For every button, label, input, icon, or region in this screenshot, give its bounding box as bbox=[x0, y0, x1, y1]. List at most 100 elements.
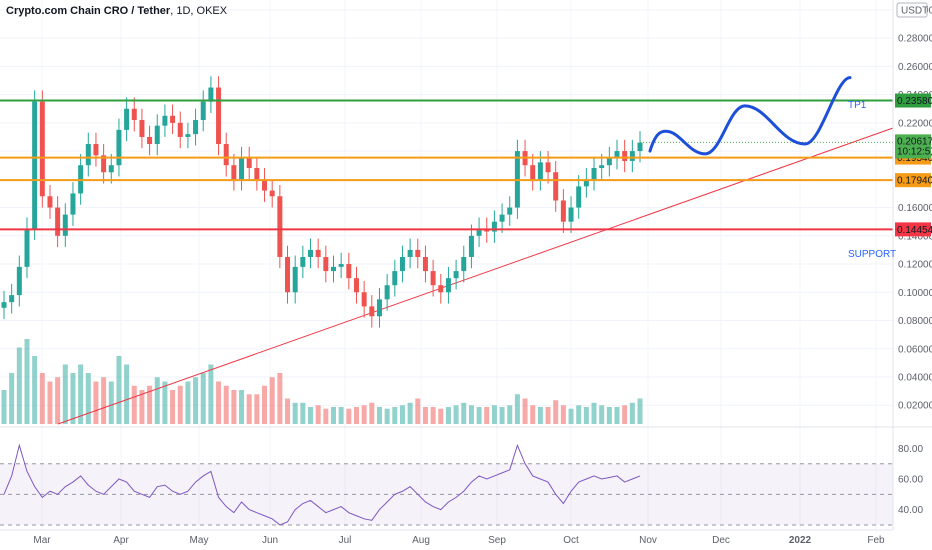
candle-body bbox=[499, 214, 505, 222]
candle-body bbox=[285, 256, 291, 293]
volume-bar bbox=[622, 405, 628, 424]
volume-bar bbox=[491, 405, 497, 424]
volume-bar bbox=[583, 407, 589, 424]
volume-bar bbox=[461, 402, 467, 424]
volume-bar bbox=[124, 364, 130, 424]
volume-bar bbox=[484, 407, 490, 424]
candle-body bbox=[216, 87, 222, 145]
volume-bar bbox=[116, 356, 122, 424]
candle-body bbox=[545, 162, 551, 173]
last-price-label: 0.20617 bbox=[897, 136, 932, 147]
currency-badge-label: USDT bbox=[901, 6, 928, 17]
volume-bar bbox=[338, 407, 344, 424]
last-price-badge bbox=[895, 134, 931, 159]
candle-body bbox=[430, 271, 436, 286]
candle-body bbox=[353, 278, 359, 293]
volume-bar bbox=[545, 407, 551, 424]
price-tick-label: 0.08000 bbox=[898, 316, 932, 327]
candle-body bbox=[1, 302, 7, 308]
volume-bar bbox=[254, 394, 260, 424]
tp1-annotation: TP1 bbox=[848, 100, 867, 111]
trendline-group bbox=[57, 127, 894, 425]
rsi-tick-label: 40.00 bbox=[898, 505, 923, 516]
level-badge-label-TP1: 0.23580 bbox=[897, 96, 932, 107]
candle-body bbox=[622, 151, 628, 161]
volume-bar bbox=[24, 339, 30, 424]
level-badge-label-support: 0.14454 bbox=[897, 225, 932, 236]
volume-bar bbox=[269, 377, 275, 424]
level-badge-TP1 bbox=[895, 93, 931, 108]
volume-bar bbox=[223, 385, 229, 424]
volume-bar bbox=[93, 381, 99, 424]
rsi-tick-label: 60.00 bbox=[898, 475, 923, 486]
volume-bar bbox=[507, 405, 513, 424]
volume-bar bbox=[430, 407, 436, 424]
volume-bar bbox=[553, 400, 559, 424]
candle-body bbox=[101, 155, 107, 173]
volume-bar bbox=[407, 402, 413, 424]
level-badge-label-resistance-2: 0.17940 bbox=[897, 176, 932, 187]
candle-body bbox=[300, 256, 306, 267]
candle-body bbox=[39, 101, 45, 197]
volume-bar bbox=[39, 373, 45, 424]
time-tick-label: May bbox=[190, 535, 209, 546]
candle-body bbox=[338, 264, 344, 267]
volume-bar bbox=[216, 381, 222, 424]
candle-body bbox=[445, 278, 451, 293]
candle-body bbox=[537, 162, 543, 180]
volume-bar bbox=[453, 405, 459, 424]
time-tick-label: Feb bbox=[867, 535, 885, 546]
candle-body bbox=[308, 249, 314, 257]
rsi-band bbox=[0, 463, 893, 525]
candle-body bbox=[376, 299, 382, 317]
price-tick-label: 0.28000 bbox=[898, 34, 932, 45]
price-tick-label: 0.26000 bbox=[898, 62, 932, 73]
candle-body bbox=[223, 144, 229, 166]
volume-bar bbox=[262, 385, 268, 424]
volume-bar bbox=[415, 398, 421, 424]
volume-bar bbox=[637, 398, 643, 424]
volume-bar bbox=[285, 398, 291, 424]
candle-body bbox=[292, 266, 298, 293]
candle-body bbox=[154, 125, 160, 145]
candle-body bbox=[507, 207, 513, 215]
volume-bar bbox=[376, 407, 382, 424]
candle-body bbox=[139, 120, 145, 137]
volume-bar bbox=[308, 407, 314, 424]
candle-body bbox=[47, 196, 53, 208]
candle-body bbox=[108, 165, 114, 173]
time-tick-label: Aug bbox=[412, 535, 430, 546]
volume-bar bbox=[170, 390, 176, 424]
volume-bar bbox=[246, 394, 252, 424]
candle-body bbox=[231, 165, 237, 180]
candle-body bbox=[361, 292, 367, 307]
time-tick-label: Jun bbox=[262, 535, 278, 546]
candle-body bbox=[560, 200, 566, 222]
price-tick-label: 0.22000 bbox=[898, 118, 932, 129]
candle-body bbox=[147, 136, 153, 145]
time-axis[interactable]: Mar Apr May Jun Jul Aug Sep Oct Nov Dec 2022 Feb bbox=[0, 529, 893, 546]
candle-body bbox=[162, 115, 168, 126]
interval-label[interactable]: 1D bbox=[176, 5, 191, 17]
volume-bar bbox=[208, 364, 214, 424]
volume-bar bbox=[200, 373, 206, 424]
volume-bar bbox=[292, 402, 298, 424]
volume-bar bbox=[369, 402, 375, 424]
volume-bar bbox=[568, 408, 574, 424]
volume-bar bbox=[476, 407, 482, 424]
volume-bar bbox=[277, 373, 283, 424]
axis-badges: USDT 0.23580 0.19540 0.17940 0.14454 0.206171… bbox=[895, 2, 932, 237]
trendline-support-diagonal bbox=[57, 127, 894, 425]
candle-body bbox=[461, 256, 467, 272]
price-tick-label: 0.12000 bbox=[898, 260, 932, 271]
candle-body bbox=[415, 249, 421, 257]
volume-bar bbox=[445, 407, 451, 424]
symbol-name[interactable]: Crypto.com Chain CRO / Tether bbox=[6, 5, 171, 17]
time-tick-label: Apr bbox=[113, 535, 129, 546]
candle-body bbox=[131, 108, 137, 121]
candle-body bbox=[62, 214, 68, 236]
volume-bar bbox=[560, 405, 566, 424]
candle-body bbox=[330, 266, 336, 272]
candle-body bbox=[193, 120, 199, 135]
